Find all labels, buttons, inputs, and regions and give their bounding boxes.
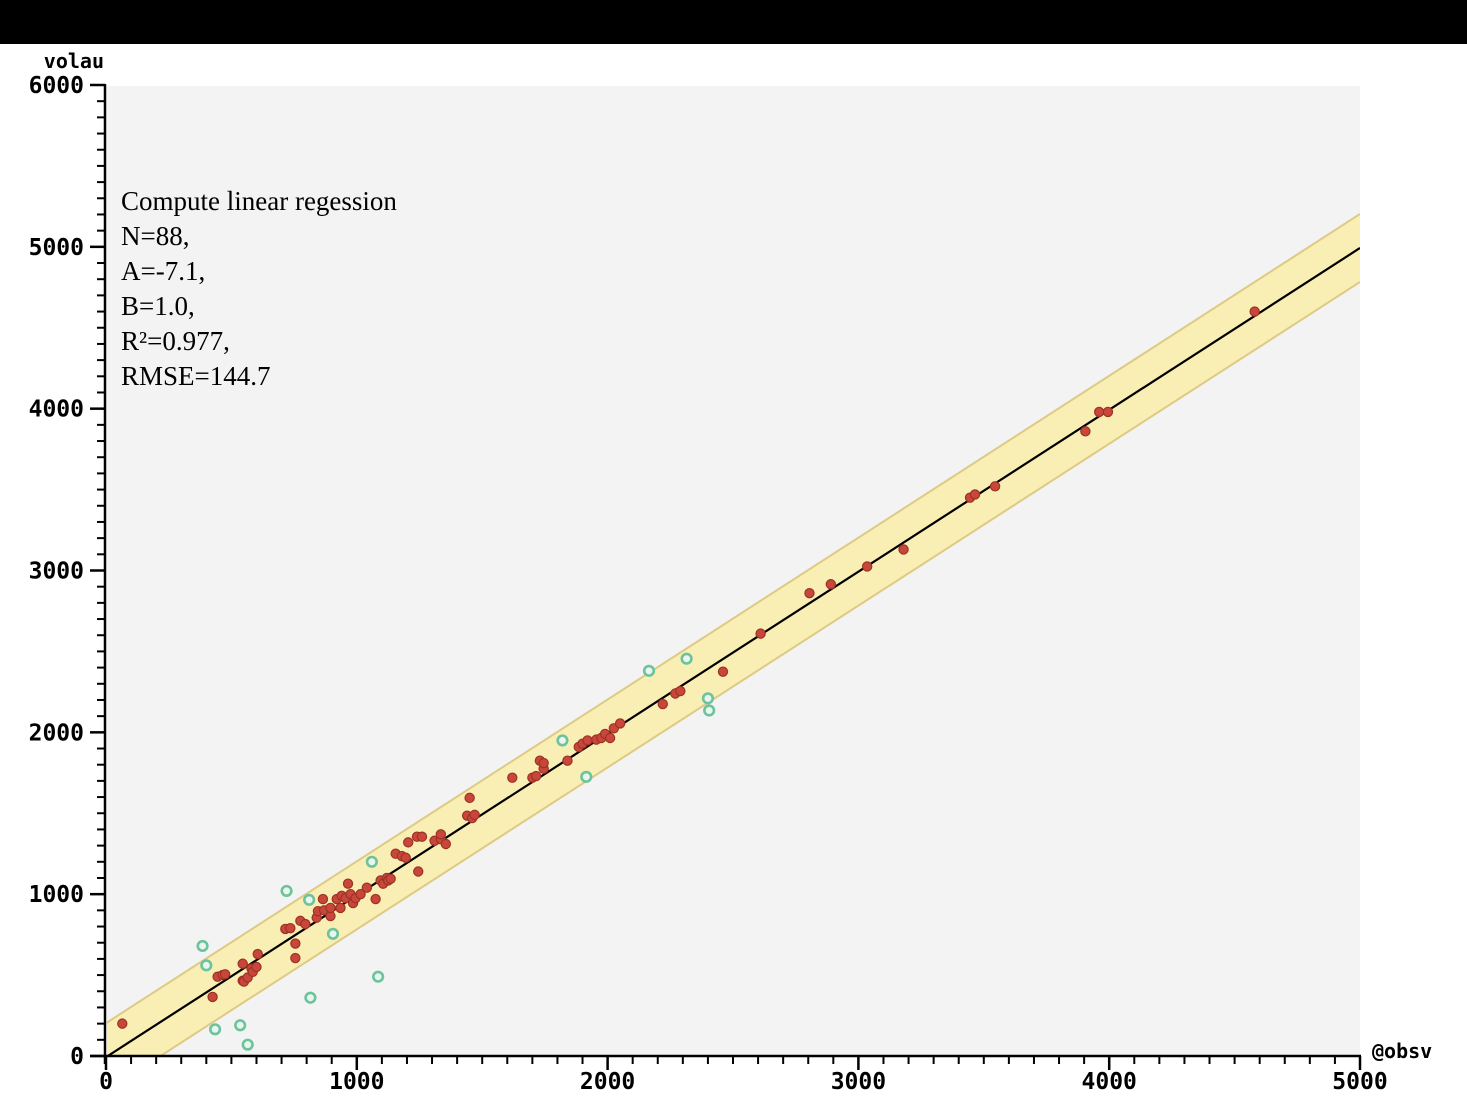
data-point <box>290 938 301 949</box>
data-point <box>804 587 815 599</box>
data-point <box>290 952 301 964</box>
data-point <box>969 489 981 500</box>
data-point <box>861 561 873 572</box>
data-point <box>440 838 452 850</box>
data-point <box>400 852 411 863</box>
outlier-point <box>365 855 378 868</box>
data-point <box>1093 406 1105 418</box>
data-point <box>1102 406 1114 418</box>
outlier-point <box>642 664 656 677</box>
y-tick-label: 4000 <box>29 397 84 423</box>
outlier-point <box>234 1019 247 1032</box>
data-point <box>1080 426 1091 437</box>
outlier-point <box>701 692 715 705</box>
data-point <box>530 770 542 782</box>
data-point <box>538 757 549 769</box>
band-lower-edge <box>158 281 1360 1056</box>
data-point <box>898 544 909 555</box>
data-point <box>385 873 396 884</box>
data-point <box>342 878 354 889</box>
data-point <box>285 922 296 934</box>
data-point <box>464 792 475 804</box>
outlier-point <box>303 893 316 906</box>
data-point <box>252 948 263 960</box>
data-point <box>755 628 766 639</box>
outlier-point <box>208 1023 222 1036</box>
chart-layers: 0 1000 2000 3000 4000 5000 6000 0 1000 2000 3000 40… <box>29 73 1388 1095</box>
data-point <box>325 902 336 914</box>
data-point <box>435 829 447 840</box>
y-tick-label: 1000 <box>29 882 84 908</box>
annotation-line: R²=0.977, <box>121 326 230 356</box>
data-point <box>207 991 218 1003</box>
data-point <box>582 735 593 746</box>
x-tick-label: 5000 <box>1332 1069 1387 1095</box>
data-point <box>562 755 573 766</box>
outlier-point <box>280 884 293 898</box>
data-point <box>469 809 480 821</box>
annotation-line: RMSE=144.7 <box>121 361 271 391</box>
data-point <box>219 969 231 980</box>
data-point <box>361 882 373 893</box>
outlier-point <box>556 734 569 747</box>
data-point <box>403 837 414 848</box>
title-bar <box>0 0 1467 44</box>
data-point <box>317 893 329 905</box>
data-point <box>717 666 729 677</box>
x-tick-label: 2000 <box>580 1069 635 1095</box>
outlier-point <box>703 704 716 717</box>
outlier-point <box>372 970 385 983</box>
data-point <box>117 1018 128 1029</box>
confidence-band <box>107 213 1360 1056</box>
data-point <box>675 685 686 697</box>
data-point <box>355 888 366 900</box>
outlier-point <box>680 652 693 665</box>
y-tick-label: 6000 <box>29 73 84 99</box>
data-point <box>1249 306 1260 317</box>
data-point <box>251 961 262 973</box>
data-point <box>657 698 668 710</box>
outlier-point <box>200 959 213 972</box>
x-tick-label: 3000 <box>831 1069 886 1095</box>
annotation-line: A=-7.1, <box>121 256 206 286</box>
regression-annotation: Compute linear regession N=88, A=-7.1, B… <box>121 184 397 394</box>
annotation-line: B=1.0, <box>121 291 195 321</box>
data-point <box>237 958 248 969</box>
x-tick-label: 4000 <box>1082 1069 1137 1095</box>
data-point <box>507 772 518 783</box>
y-tick-label: 3000 <box>29 559 84 585</box>
y-tick-label: 5000 <box>29 235 84 261</box>
outlier-point <box>580 770 593 783</box>
data-point <box>416 831 428 842</box>
x-tick-label: 1000 <box>329 1069 384 1095</box>
data-point <box>989 481 1001 492</box>
data-point <box>614 718 626 729</box>
annotation-line: N=88, <box>121 221 190 251</box>
band-upper-edge <box>107 213 1360 1024</box>
data-point <box>300 918 311 930</box>
x-tick-label: 0 <box>99 1069 113 1095</box>
y-tick-label: 2000 <box>29 720 84 746</box>
data-point <box>413 866 424 877</box>
y-tick-label: 0 <box>70 1044 84 1070</box>
outlier-point <box>304 991 317 1004</box>
data-point <box>604 732 616 744</box>
outlier-point <box>196 939 209 953</box>
outlier-point <box>326 927 340 940</box>
y-axis-title: volau <box>44 49 104 73</box>
data-point <box>370 893 381 905</box>
data-point <box>825 579 837 590</box>
x-axis-title: @obsv <box>1372 1039 1432 1063</box>
outlier-point <box>241 1038 254 1051</box>
annotation-line: Compute linear regession <box>121 186 397 216</box>
data-point <box>335 902 346 914</box>
